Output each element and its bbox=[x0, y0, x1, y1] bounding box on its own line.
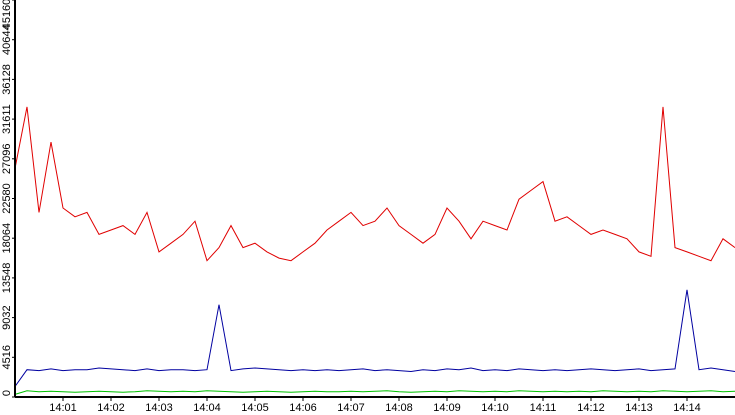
x-tick-label: 14:10 bbox=[481, 402, 509, 414]
y-tick-label: 22580 bbox=[1, 183, 13, 214]
x-tick-label: 14:02 bbox=[97, 402, 125, 414]
y-tick-label: 13548 bbox=[1, 263, 13, 294]
x-tick-label: 14:14 bbox=[673, 402, 701, 414]
x-tick-label: 14:06 bbox=[289, 402, 317, 414]
series-line bbox=[14, 106, 735, 262]
x-tick-label: 14:05 bbox=[241, 402, 269, 414]
x-tick-label: 14:11 bbox=[530, 402, 557, 414]
series-line bbox=[14, 289, 735, 387]
y-tick-label: 4516 bbox=[1, 345, 13, 369]
x-tick-label: 14:04 bbox=[193, 402, 221, 414]
y-tick-label: 9032 bbox=[1, 305, 13, 329]
x-tick-label: 14:08 bbox=[385, 402, 413, 414]
x-tick-label: 14:01 bbox=[49, 402, 77, 414]
y-tick-label: 36128 bbox=[1, 64, 13, 95]
y-tick-label: 27096 bbox=[1, 144, 13, 175]
y-tick-label: 31611 bbox=[1, 104, 13, 134]
y-tick-label: 40644 bbox=[1, 24, 13, 55]
x-tick-label: 14:03 bbox=[145, 402, 173, 414]
y-tick-label: 18064 bbox=[1, 223, 13, 254]
x-tick-label: 14:12 bbox=[577, 402, 605, 414]
x-tick-label: 14:09 bbox=[433, 402, 461, 414]
y-tick-label: 0 bbox=[1, 390, 13, 396]
y-tick-label: 45160 bbox=[1, 0, 13, 29]
series-line bbox=[14, 390, 735, 395]
x-tick-label: 14:07 bbox=[337, 402, 365, 414]
x-tick-label: 14:13 bbox=[625, 402, 653, 414]
